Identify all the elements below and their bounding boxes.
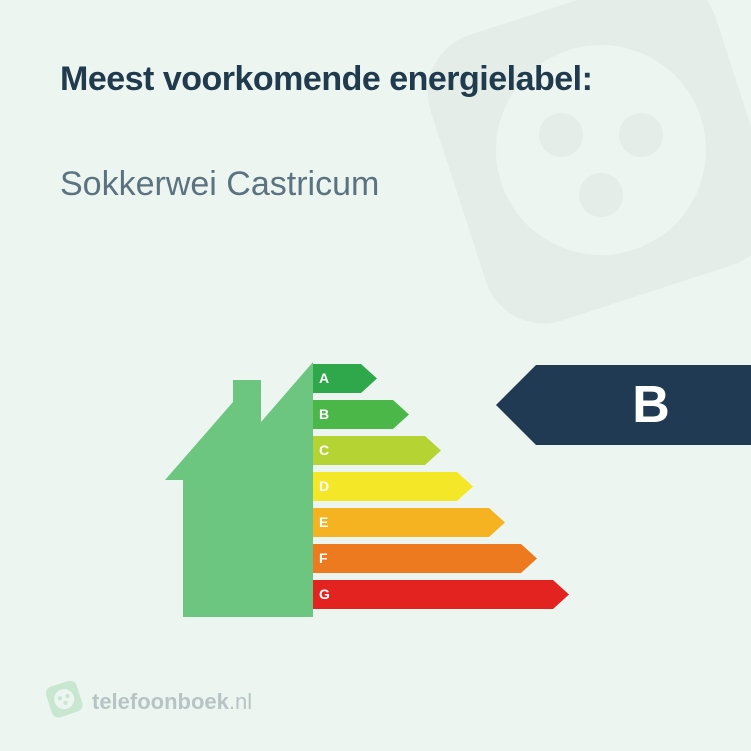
footer-brand: telefoonboek.nl bbox=[48, 682, 252, 721]
brand-text: telefoonboek.nl bbox=[92, 689, 252, 715]
bar-letter: B bbox=[319, 400, 329, 429]
bar-letter: C bbox=[319, 436, 329, 465]
highlighted-label-letter: B bbox=[551, 365, 751, 445]
bar-letter: A bbox=[319, 364, 329, 393]
bar-letter: F bbox=[319, 544, 328, 573]
house-icon bbox=[165, 362, 313, 622]
watermark bbox=[391, 0, 751, 365]
bar-letter: E bbox=[319, 508, 328, 537]
bar-letter: D bbox=[319, 472, 329, 501]
brand-light: .nl bbox=[229, 689, 252, 714]
bar-letter: G bbox=[319, 580, 330, 609]
location-subtitle: Sokkerwei Castricum bbox=[60, 165, 379, 204]
brand-bold: telefoonboek bbox=[92, 689, 229, 714]
brand-icon bbox=[43, 678, 87, 726]
page-title: Meest voorkomende energielabel: bbox=[60, 60, 592, 99]
highlighted-label-badge: B bbox=[496, 365, 751, 445]
